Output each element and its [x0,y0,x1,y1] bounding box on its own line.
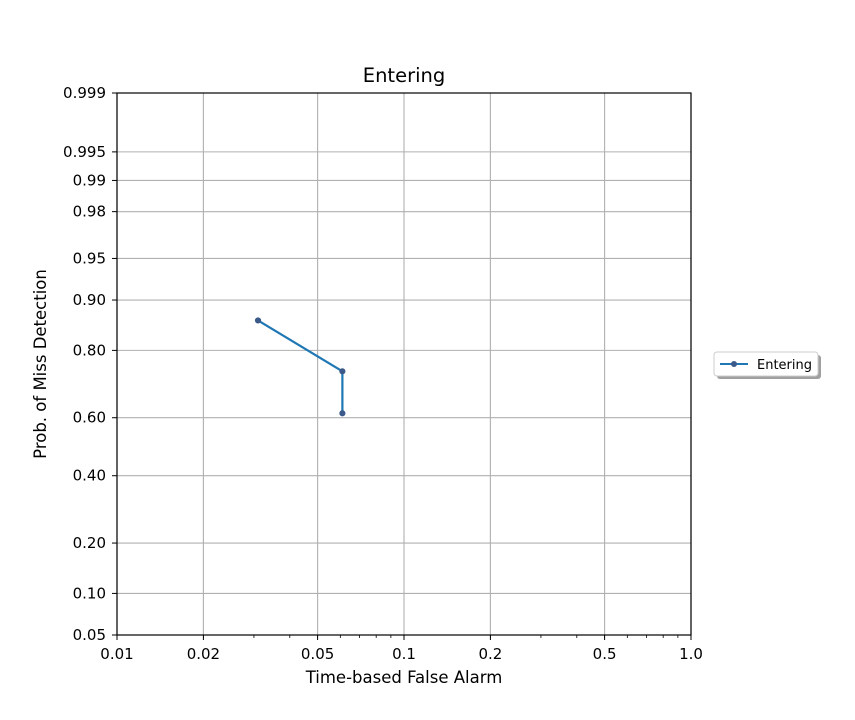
y-tick-label: 0.20 [73,534,106,552]
data-point [339,368,346,375]
x-tick-label: 0.2 [478,645,502,663]
grid [116,92,692,636]
y-tick-label: 0.60 [73,409,106,427]
legend-entry-label: Entering [757,358,812,373]
x-tick-label: 1.0 [679,645,703,663]
x-tick-label: 0.1 [392,645,416,663]
data-point [339,410,346,417]
y-axis-label: Prob. of Miss Detection [31,269,50,459]
legend-box [713,351,819,377]
x-tick-label: 0.5 [593,645,617,663]
chart-title: Entering [363,64,446,87]
y-tick-label: 0.98 [73,203,106,221]
y-tick-label: 0.995 [63,143,106,161]
series-layer [254,317,346,417]
y-tick-label: 0.999 [63,84,106,102]
y-tick-label: 0.40 [73,467,106,485]
y-tick-label: 0.05 [73,626,106,644]
x-tick-label: 0.01 [100,645,133,663]
x-tick-label: 0.05 [301,645,334,663]
y-tick-label: 0.95 [73,249,106,267]
y-tick-label: 0.80 [73,341,106,359]
y-tick-label: 0.99 [73,171,106,189]
x-axis-label: Time-based False Alarm [305,668,503,687]
axis-ticks: 0.01 0.02 0.05 0.1 0.2 0.5 1.0 0.05 0.10 0.20 0.40… [63,84,703,663]
y-tick-label: 0.90 [73,291,106,309]
y-tick-label: 0.10 [73,584,106,602]
legend-marker-sample [731,361,737,367]
series-line [257,319,344,414]
legend: Entering [713,351,821,379]
x-tick-label: 0.02 [187,645,220,663]
data-point [254,317,262,324]
